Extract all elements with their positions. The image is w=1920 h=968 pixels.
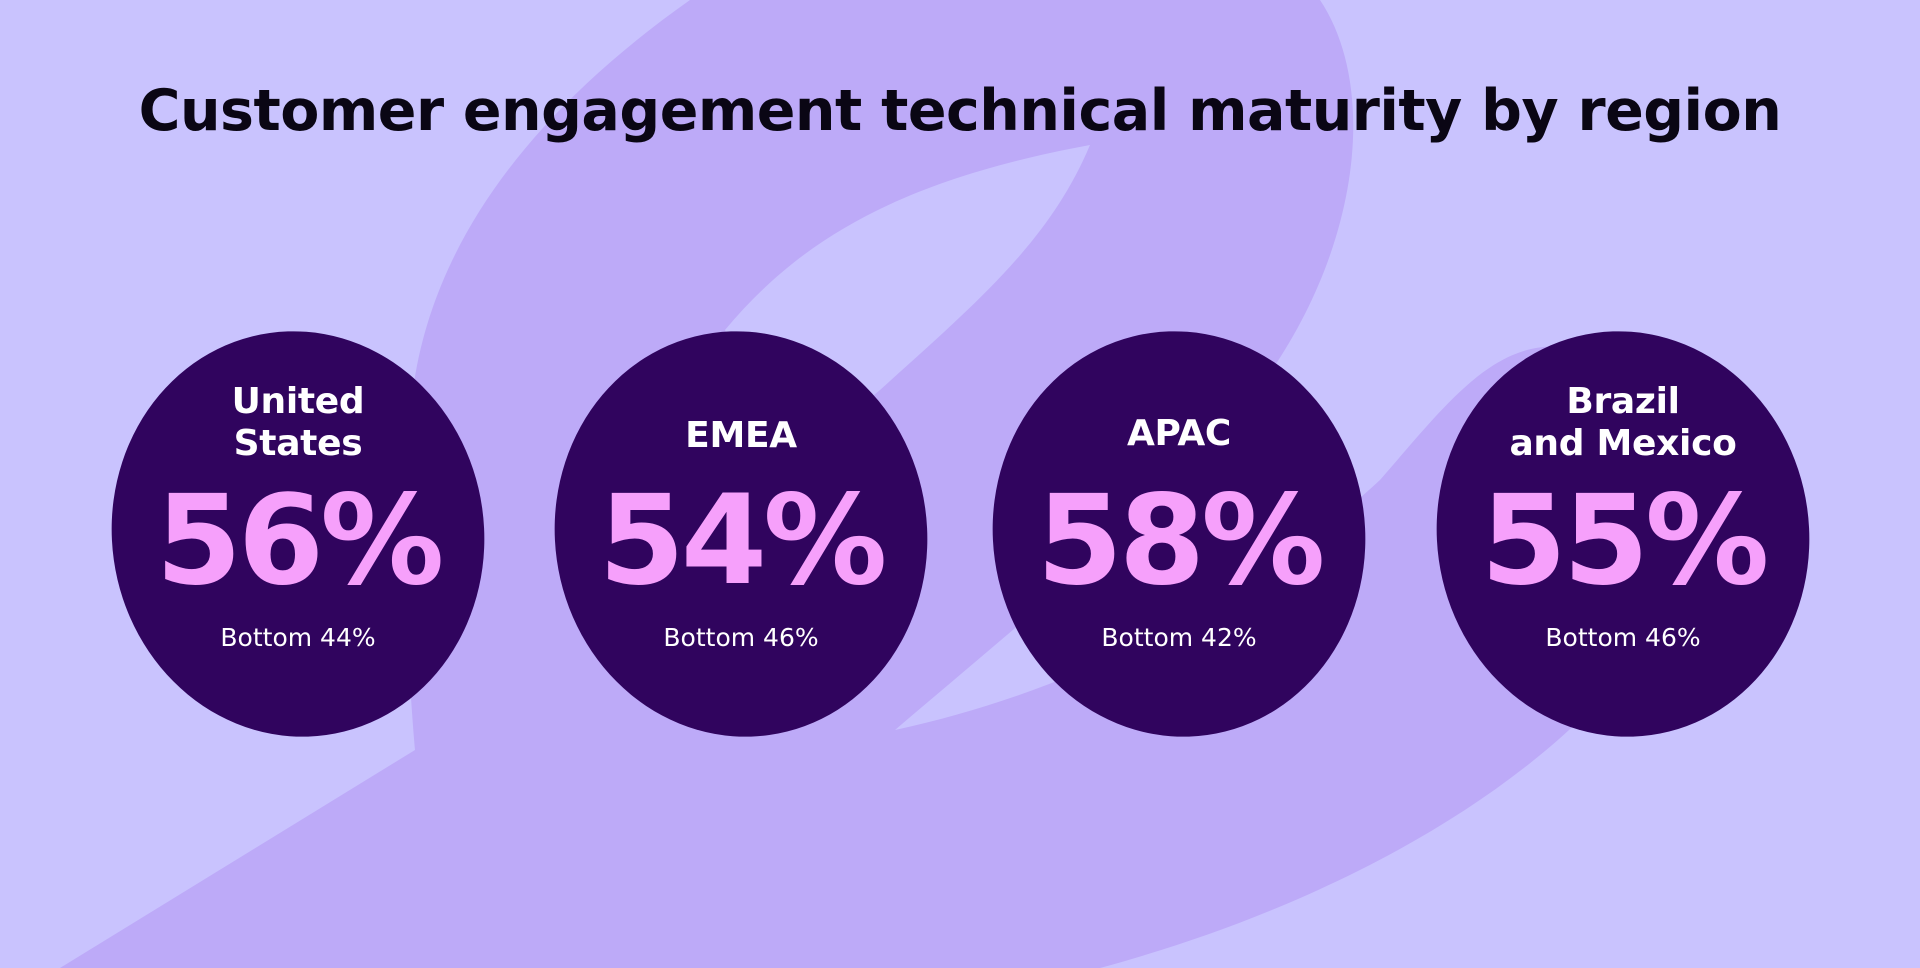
bubble-shape: [554, 331, 928, 737]
region-value: 58%: [1036, 469, 1326, 613]
region-bubble-united-states: United States 56% Bottom 44%: [110, 331, 486, 738]
region-bottom-value: Bottom 46%: [663, 623, 819, 652]
bubble-shape: [111, 331, 485, 737]
page-title: Customer engagement technical maturity b…: [138, 78, 1782, 144]
region-bubble-brazil-and-mexico: Brazil and Mexico 55% Bottom 46%: [1435, 331, 1811, 738]
region-name: United States: [231, 381, 365, 464]
region-name: APAC: [1126, 413, 1232, 454]
region-bottom-value: Bottom 42%: [1101, 623, 1257, 652]
region-name: EMEA: [685, 415, 797, 456]
region-name: Brazil and Mexico: [1509, 381, 1737, 464]
region-value: 54%: [598, 469, 888, 613]
region-bottom-value: Bottom 44%: [220, 623, 376, 652]
bubble-shape: [1436, 331, 1810, 737]
region-value: 55%: [1480, 469, 1770, 613]
region-bubble-apac: APAC 58% Bottom 42%: [991, 331, 1367, 738]
bubble-shape: [992, 331, 1366, 737]
region-bubble-emea: EMEA 54% Bottom 46%: [553, 331, 929, 738]
region-bottom-value: Bottom 46%: [1545, 623, 1701, 652]
region-value: 56%: [155, 469, 445, 613]
